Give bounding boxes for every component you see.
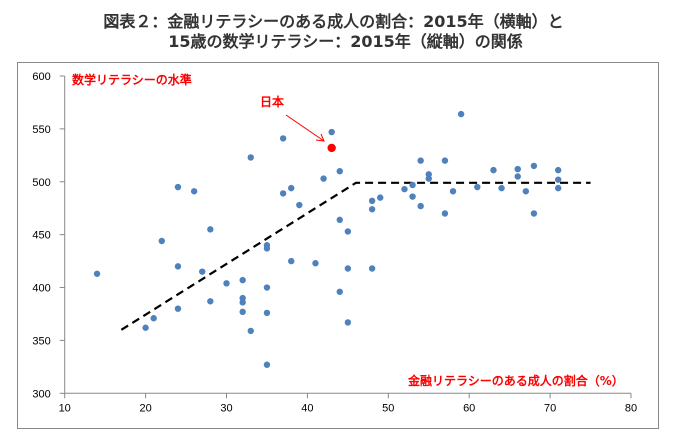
data-point bbox=[263, 245, 271, 252]
data-point bbox=[409, 181, 416, 189]
data-point bbox=[190, 188, 198, 195]
data-point bbox=[514, 165, 521, 173]
data-point bbox=[239, 299, 246, 306]
data-point bbox=[530, 210, 538, 217]
data-point bbox=[344, 265, 352, 272]
data-point bbox=[417, 157, 424, 164]
data-point bbox=[336, 216, 343, 224]
data-point bbox=[150, 315, 157, 322]
data-point bbox=[344, 228, 352, 235]
data-point bbox=[93, 270, 101, 277]
data-point bbox=[368, 265, 376, 272]
x-tick-label: 50 bbox=[382, 402, 394, 414]
x-tick-label: 20 bbox=[139, 402, 151, 414]
data-point bbox=[498, 184, 505, 192]
data-point bbox=[207, 226, 214, 233]
data-point bbox=[247, 327, 254, 335]
data-point-japan bbox=[327, 143, 336, 153]
data-point bbox=[401, 185, 408, 193]
data-point bbox=[296, 201, 303, 209]
data-point bbox=[344, 319, 352, 326]
data-point bbox=[263, 361, 271, 368]
data-point bbox=[312, 260, 319, 267]
x-tick-label: 70 bbox=[544, 402, 556, 414]
y-axis-label: 数学リテラシーの水準 bbox=[72, 72, 192, 87]
data-point bbox=[554, 166, 562, 174]
data-point bbox=[530, 162, 538, 170]
y-tick-label: 450 bbox=[32, 230, 50, 242]
data-point bbox=[336, 288, 343, 295]
data-point bbox=[239, 276, 246, 284]
data-point bbox=[368, 197, 376, 205]
x-tick-label: 80 bbox=[625, 402, 637, 414]
x-tick-label: 60 bbox=[463, 402, 475, 414]
data-point bbox=[409, 193, 416, 200]
data-point bbox=[522, 188, 530, 195]
data-point bbox=[263, 284, 271, 291]
data-point bbox=[336, 167, 343, 175]
data-point bbox=[554, 176, 562, 183]
data-point bbox=[328, 128, 335, 136]
data-point bbox=[279, 190, 287, 197]
data-point bbox=[425, 175, 432, 182]
y-tick-label: 350 bbox=[32, 335, 50, 347]
y-tick-label: 550 bbox=[32, 124, 50, 136]
x-tick-label: 30 bbox=[220, 402, 232, 414]
data-point bbox=[441, 157, 449, 164]
y-tick-label: 300 bbox=[32, 388, 50, 400]
trend-line bbox=[120, 181, 591, 331]
highlight-arrow bbox=[285, 114, 325, 142]
arrow-head-icon bbox=[315, 133, 325, 142]
y-tick-label: 400 bbox=[32, 283, 50, 295]
data-point bbox=[142, 324, 149, 331]
data-point bbox=[288, 257, 295, 265]
data-point bbox=[514, 173, 521, 180]
y-tick-label: 500 bbox=[32, 177, 50, 189]
data-point bbox=[174, 305, 182, 312]
data-point bbox=[207, 298, 214, 305]
data-point bbox=[279, 135, 287, 142]
data-point bbox=[288, 184, 295, 192]
x-axis-label: 金融リテラシーのある成人の割合（%） bbox=[407, 373, 624, 388]
data-point bbox=[174, 263, 182, 270]
data-point bbox=[457, 110, 465, 118]
data-point bbox=[223, 280, 230, 287]
data-point bbox=[441, 210, 449, 217]
data-point bbox=[158, 237, 165, 245]
data-point bbox=[263, 309, 271, 317]
x-tick-label: 10 bbox=[59, 402, 71, 414]
highlight-label: 日本 bbox=[260, 94, 284, 109]
chart-title-line2: 15歳の数学リテラシー：2015年（縦軸）の関係 bbox=[168, 32, 523, 51]
data-point bbox=[449, 188, 457, 195]
data-point bbox=[320, 175, 327, 182]
data-point bbox=[474, 183, 481, 191]
data-point bbox=[239, 308, 246, 316]
data-point bbox=[174, 183, 182, 191]
chart-title-line1: 図表２：金融リテラシーのある成人の割合：2015年（横軸）と bbox=[103, 12, 564, 31]
data-point bbox=[417, 202, 424, 210]
data-point bbox=[554, 184, 562, 192]
chart-border bbox=[17, 62, 659, 429]
y-tick-label: 600 bbox=[32, 71, 50, 83]
data-point bbox=[247, 154, 254, 161]
data-point bbox=[199, 268, 206, 275]
data-point bbox=[368, 206, 376, 213]
data-point bbox=[490, 166, 497, 174]
data-point bbox=[377, 194, 384, 201]
x-tick-label: 40 bbox=[301, 402, 313, 414]
